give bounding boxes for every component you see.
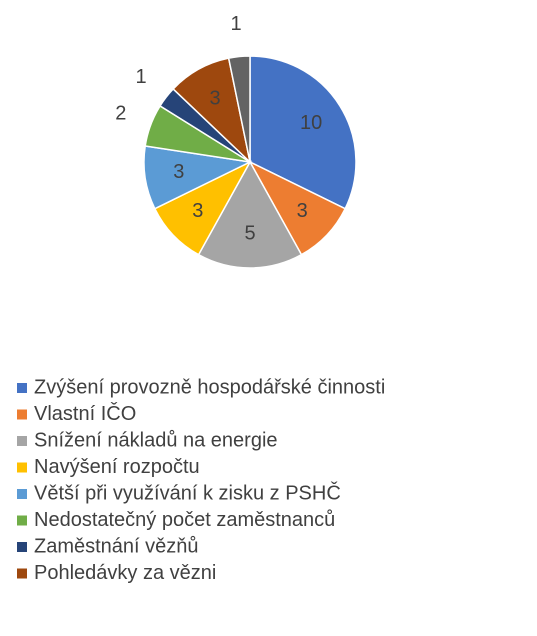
legend-swatch [17,568,27,579]
legend-label: Snížení nákladů na energie [34,429,278,451]
legend-swatch [17,409,27,420]
legend-label: Vlastní IČO [34,402,136,425]
data-label: 3 [173,161,184,183]
legend-label: Větší při využívání k zisku z PSHČ [34,481,341,504]
data-label: 2 [115,102,126,124]
pie-slice [249,55,357,210]
legend-label: Nedostatečný počet zaměstnanců [34,509,335,531]
legend-swatch [17,462,27,473]
data-label: 1 [135,66,146,88]
data-label: 3 [192,200,203,222]
data-label: 3 [297,200,308,222]
data-label: 1 [230,13,241,35]
legend-swatch [17,542,27,552]
data-label: 10 [300,112,322,134]
data-label: 5 [244,222,255,244]
legend-label: Pohledávky za vězni [34,562,216,584]
legend-swatch [17,489,27,499]
legend-swatch [17,436,27,446]
legend-label: Zaměstnání vězňů [34,535,199,557]
pie-slice [227,55,251,163]
data-label: 3 [209,87,220,109]
legend-swatch [17,515,27,526]
pie-slice [197,160,303,269]
legend-label: Navýšení rozpočtu [34,456,200,478]
legend-label: Zvýšení provozně hospodářské činnosti [34,376,385,398]
legend-swatch [17,383,27,393]
